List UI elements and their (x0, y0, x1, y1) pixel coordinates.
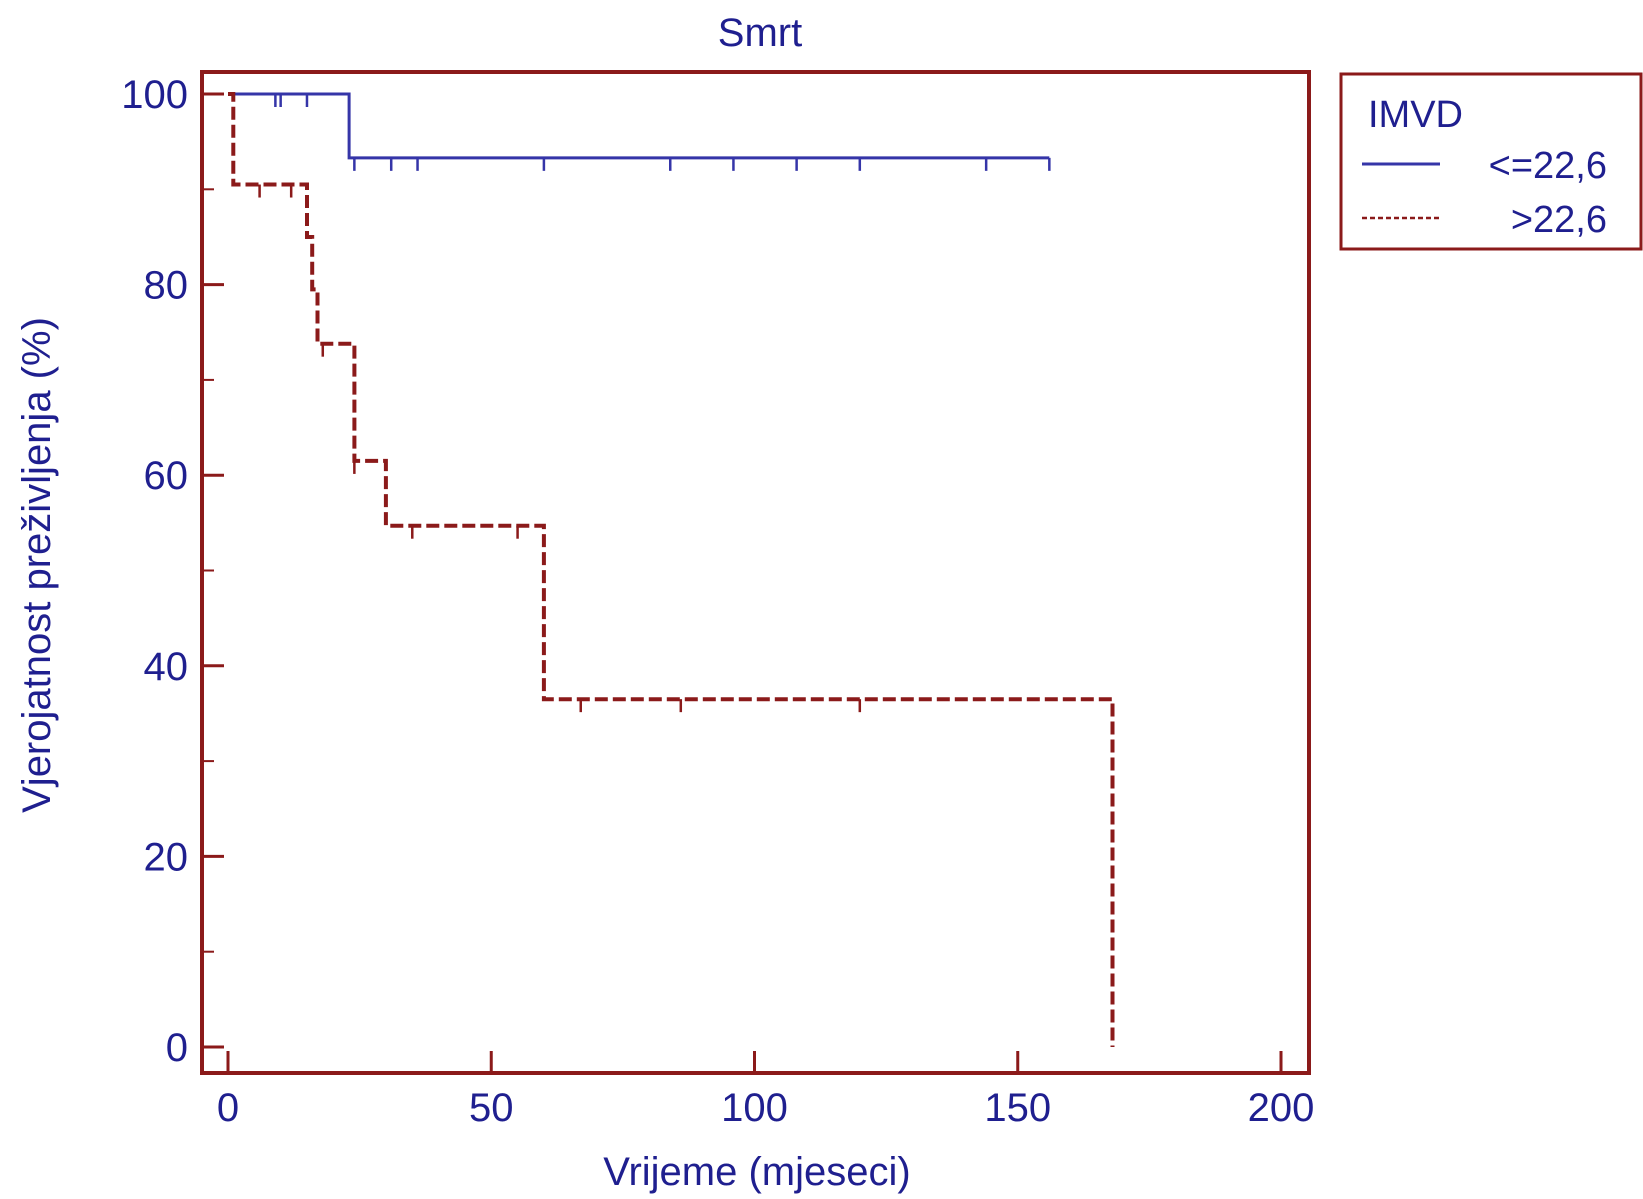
legend-label-series-1: <=22,6 (1489, 145, 1607, 187)
y-axis-ticks: 0 20 40 60 80 100 (121, 73, 224, 1070)
series-layer (228, 92, 1115, 1047)
legend-label-series-2: >22,6 (1511, 199, 1607, 241)
x-tick-label: 100 (721, 1086, 788, 1130)
legend-title: IMVD (1368, 94, 1463, 136)
series-2 (228, 92, 1115, 1047)
x-tick-label: 150 (984, 1086, 1051, 1130)
y-tick-label: 60 (144, 454, 189, 498)
x-tick-label: 0 (217, 1086, 239, 1130)
x-tick-label: 200 (1248, 1086, 1315, 1130)
y-tick-label: 0 (166, 1026, 188, 1070)
y-axis-label: Vjerojatnost preživljenja (%) (15, 317, 59, 813)
y-tick-label: 40 (144, 645, 189, 689)
plot-frame (200, 70, 1311, 1075)
x-tick-label: 50 (469, 1086, 514, 1130)
y-tick-label: 100 (121, 73, 188, 117)
legend-box (1339, 72, 1643, 251)
y-tick-label: 80 (144, 264, 189, 308)
series-line-2 (228, 92, 1115, 1047)
chart-title: Smrt (718, 11, 802, 55)
series-line-1 (228, 92, 1050, 160)
x-axis-ticks: 0 50 100 150 200 (217, 1051, 1315, 1130)
legend: IMVD <=22,6 >22,6 (1339, 72, 1643, 251)
y-tick-label: 20 (144, 835, 189, 879)
series-1 (228, 92, 1051, 171)
x-axis-label: Vrijeme (mjeseci) (603, 1150, 910, 1194)
